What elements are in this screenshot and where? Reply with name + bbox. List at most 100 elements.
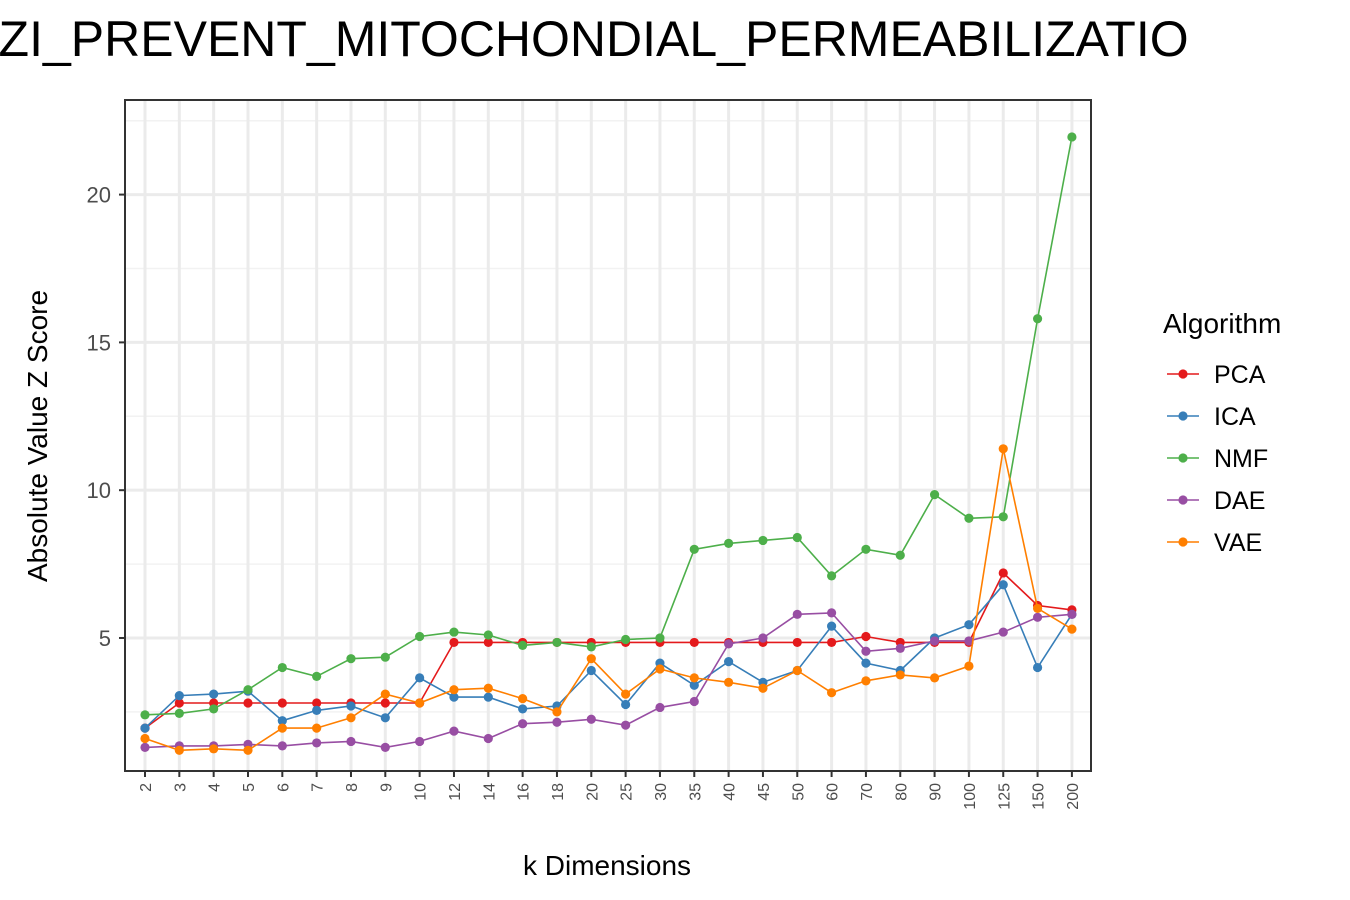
data-point-vae [1032, 603, 1043, 614]
data-point-vae [827, 688, 837, 698]
data-point-nmf [209, 704, 219, 714]
data-point-ica [621, 699, 631, 710]
data-point-dae [483, 733, 493, 744]
x-tick-label: 3 [172, 783, 189, 792]
x-tick-label: 30 [653, 783, 670, 801]
data-point-vae [174, 745, 184, 755]
x-tick-label: 9 [378, 783, 395, 792]
x-tick-label: 5 [241, 783, 258, 792]
data-point-vae [312, 723, 322, 733]
legend-label-vae: VAE [1214, 529, 1262, 557]
grid-minor [125, 119, 1091, 713]
y-tick-labels: 5 10 15 20 [87, 183, 111, 651]
data-point-vae [895, 670, 905, 680]
data-point-dae [380, 742, 390, 752]
x-tick-label: 2 [138, 783, 155, 792]
data-point-vae [998, 444, 1008, 454]
data-point-nmf [827, 571, 837, 581]
data-point-pca [827, 637, 837, 648]
x-tick-label: 50 [790, 783, 807, 801]
data-point-pca [861, 631, 871, 642]
data-point-dae [346, 736, 356, 747]
data-point-vae [1067, 624, 1077, 634]
data-point-pca [449, 637, 459, 648]
data-point-nmf [483, 630, 493, 640]
data-point-nmf [621, 634, 631, 645]
axis-ticks [119, 193, 1073, 777]
data-point-ica [724, 657, 734, 667]
data-point-nmf [861, 544, 871, 554]
x-tick-label: 4 [207, 783, 224, 792]
legend-label-nmf: NMF [1214, 445, 1268, 473]
data-point-ica [174, 691, 184, 701]
data-point-vae [483, 683, 493, 693]
y-tick-label: 5 [99, 626, 111, 651]
y-axis-title: Absolute Value Z Score [22, 290, 53, 582]
data-point-ica [827, 621, 837, 631]
data-point-nmf [243, 685, 253, 695]
x-tick-label: 125 [996, 783, 1013, 810]
data-point-nmf [689, 544, 699, 554]
data-point-nmf [724, 538, 734, 548]
series-line-ica [144, 583, 1073, 729]
data-point-dae [861, 646, 871, 656]
x-tick-label: 8 [344, 783, 361, 792]
data-point-pca [243, 698, 253, 708]
data-point-nmf [964, 513, 974, 523]
data-point-dae [1032, 612, 1043, 622]
x-axis-title: k Dimensions [523, 850, 691, 881]
x-tick-label: 100 [962, 783, 979, 810]
x-tick-label: 70 [859, 783, 876, 801]
y-tick-label: 20 [87, 183, 111, 208]
x-tick-label: 6 [275, 783, 292, 792]
x-tick-label: 10 [413, 783, 430, 801]
plot-panel-border [124, 99, 1092, 772]
x-tick-label: 150 [1031, 783, 1048, 810]
data-point-dae [964, 636, 974, 646]
x-tick-label: 12 [447, 783, 464, 801]
data-point-vae [586, 654, 596, 664]
data-point-pca [998, 568, 1008, 578]
data-point-dae [621, 720, 631, 730]
legend-label-pca: PCA [1214, 361, 1266, 389]
data-point-dae [1067, 609, 1077, 619]
data-point-vae [552, 707, 562, 717]
data-point-vae [792, 665, 802, 676]
data-point-nmf [552, 637, 562, 648]
data-point-nmf [1032, 314, 1043, 324]
data-point-nmf [449, 627, 459, 637]
data-point-ica [312, 705, 322, 716]
data-point-pca [689, 637, 699, 648]
x-tick-label: 16 [516, 783, 533, 801]
data-point-nmf [518, 640, 528, 650]
data-point-nmf [929, 490, 940, 500]
legend-items: PCA ICA NMF DAE VAE [1167, 361, 1268, 557]
data-point-nmf [792, 532, 802, 543]
x-tick-label: 7 [310, 783, 327, 792]
data-point-dae [552, 717, 562, 727]
data-point-vae [449, 685, 459, 695]
legend-key-point-nmf [1178, 453, 1188, 463]
data-point-ica [483, 692, 493, 702]
data-point-ica [415, 673, 425, 683]
data-point-pca [380, 698, 390, 708]
x-tick-labels: 2 3 4 5 6 7 8 9 10 12 14 16 18 20 25 30 35 40 45 50 60 70 80 90… [138, 783, 1082, 810]
data-point-pca [174, 698, 184, 708]
data-point-vae [518, 693, 528, 704]
data-point-ica [1032, 662, 1043, 673]
x-tick-label: 60 [825, 783, 842, 801]
data-point-dae [827, 608, 837, 618]
legend-title: Algorithm [1163, 308, 1281, 339]
data-point-nmf [174, 708, 184, 718]
data-point-ica [140, 723, 150, 733]
legend: Algorithm PCA ICA NMF DAE VAE [1163, 308, 1281, 557]
data-point-pca [483, 637, 493, 648]
series-line-dae [144, 612, 1072, 749]
data-point-ica [586, 665, 596, 676]
data-point-dae [895, 643, 905, 653]
data-point-dae [518, 719, 528, 729]
data-point-nmf [758, 535, 768, 546]
data-point-vae [140, 733, 150, 744]
data-point-ica [689, 680, 699, 690]
